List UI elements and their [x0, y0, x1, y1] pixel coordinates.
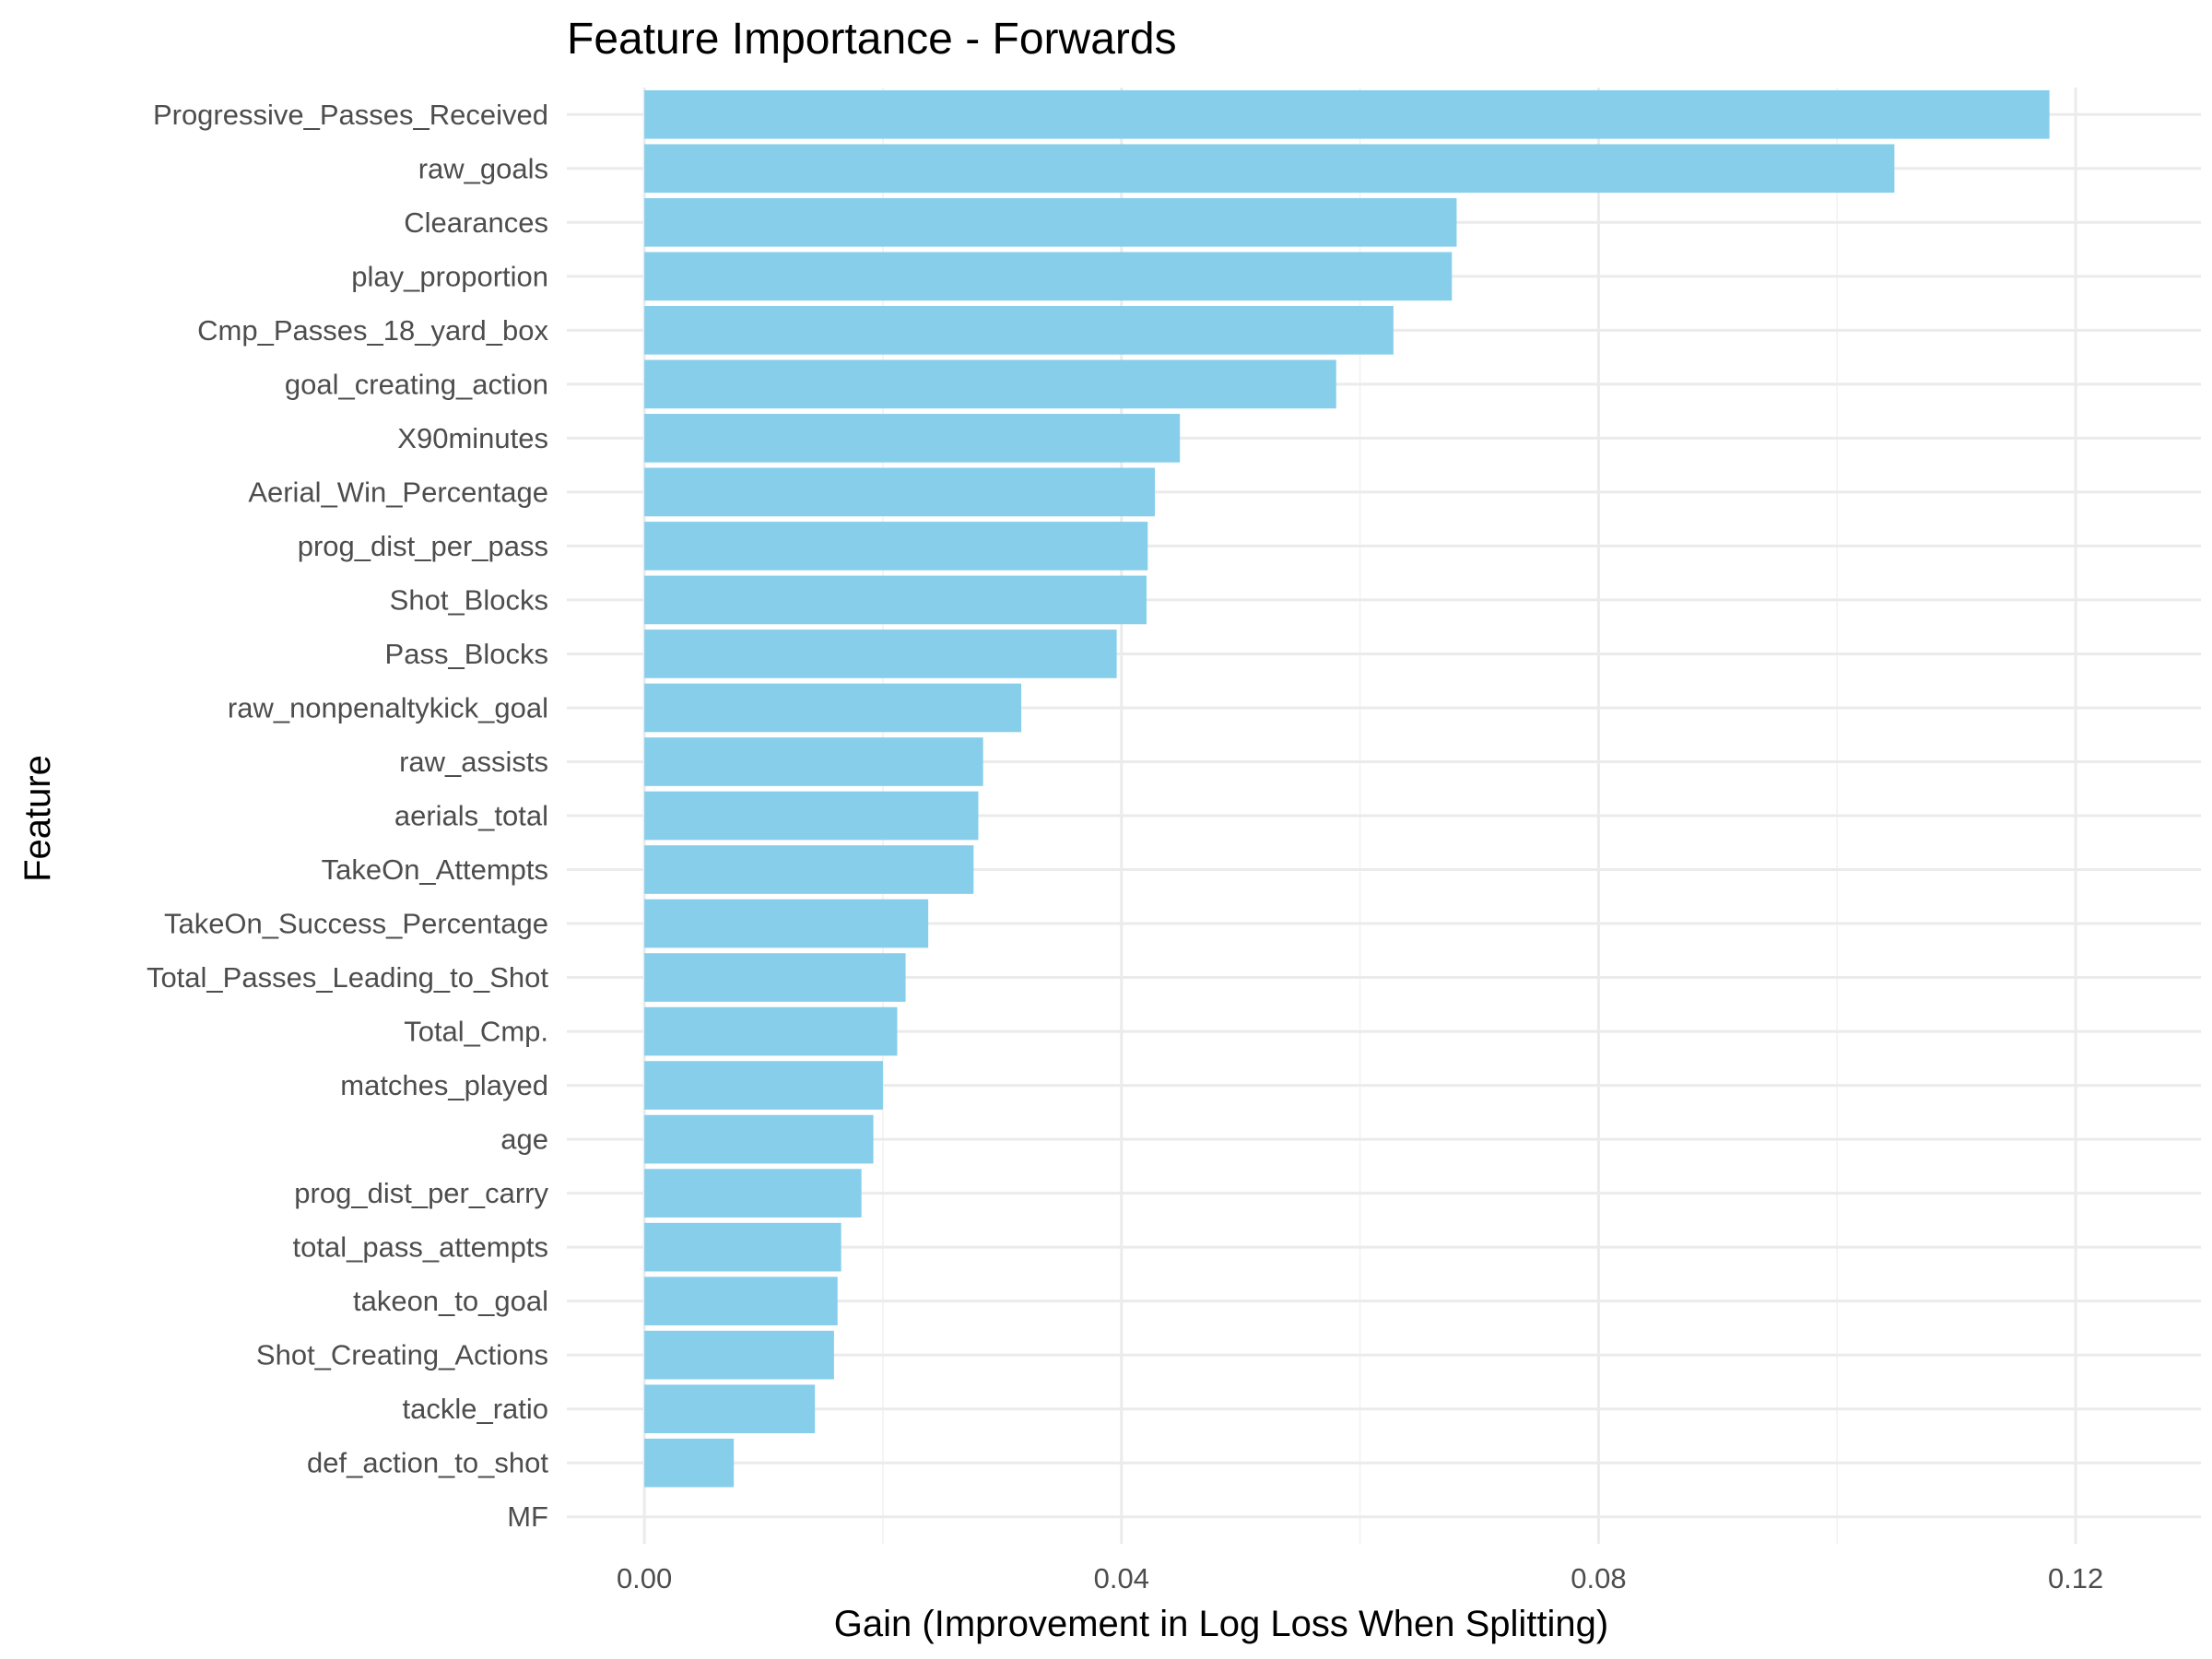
x-tick-label: 0.04 — [1094, 1562, 1149, 1594]
y-tick-label: raw_nonpenaltykick_goal — [228, 691, 548, 724]
bar — [644, 144, 1895, 194]
y-tick-label: matches_played — [340, 1069, 548, 1101]
x-axis-title: Gain (Improvement in Log Loss When Split… — [834, 1604, 1608, 1644]
y-tick-label: MF — [507, 1500, 548, 1533]
bar — [644, 1006, 898, 1056]
y-tick-label: Progressive_Passes_Received — [153, 99, 548, 131]
y-tick-label: Shot_Blocks — [390, 583, 548, 616]
bar — [644, 683, 1022, 733]
bar — [644, 1114, 874, 1164]
y-tick-label: prog_dist_per_carry — [294, 1177, 548, 1209]
y-tick-label: total_pass_attempts — [293, 1231, 548, 1264]
y-axis-title: Feature — [18, 755, 58, 882]
bar — [644, 791, 979, 841]
y-tick-label: play_proportion — [351, 260, 548, 292]
y-tick-label: prog_dist_per_pass — [298, 530, 548, 562]
bar — [644, 359, 1336, 409]
bar — [644, 522, 1148, 571]
bar — [644, 1438, 735, 1488]
y-tick-label: TakeOn_Attempts — [322, 853, 548, 886]
bar — [644, 197, 1457, 247]
bar — [644, 89, 2050, 139]
bar — [644, 1222, 841, 1272]
y-tick-label: goal_creating_action — [285, 368, 548, 400]
bars — [644, 89, 2050, 1488]
x-tick-label: 0.12 — [2048, 1562, 2103, 1594]
y-tick-label: Clearances — [404, 206, 548, 239]
y-tick-label: takeon_to_goal — [353, 1285, 548, 1317]
y-tick-label: Shot_Creating_Actions — [256, 1339, 548, 1371]
y-tick-label: age — [500, 1124, 548, 1156]
bar — [644, 467, 1156, 517]
bar — [644, 899, 929, 948]
bar — [644, 1277, 838, 1325]
y-tick-label: X90minutes — [397, 422, 548, 454]
bar — [644, 845, 974, 894]
y-tick-label: aerials_total — [394, 800, 548, 832]
x-tick-label: 0.00 — [617, 1562, 672, 1594]
bar — [644, 1061, 883, 1110]
x-tick-label: 0.08 — [1571, 1562, 1626, 1594]
x-tick-labels: 0.00 0.04 0.08 0.12 — [617, 1562, 2103, 1594]
bar — [644, 1169, 862, 1218]
y-tick-label: Pass_Blocks — [385, 638, 548, 670]
y-tick-label: tackle_ratio — [402, 1393, 548, 1425]
bar — [644, 252, 1453, 301]
bar — [644, 414, 1181, 463]
y-tick-label: Total_Passes_Leading_to_Shot — [147, 961, 548, 994]
y-tick-label: Aerial_Win_Percentage — [248, 476, 548, 508]
y-tick-label: Cmp_Passes_18_yard_box — [197, 314, 548, 347]
y-tick-label: raw_goals — [418, 152, 548, 184]
y-tick-labels: Progressive_Passes_Received raw_goals Clea… — [147, 99, 549, 1533]
bar — [644, 629, 1117, 678]
y-tick-label: Total_Cmp. — [404, 1016, 548, 1048]
bar — [644, 1384, 816, 1434]
bar — [644, 306, 1394, 355]
chart-title: Feature Importance - Forwards — [567, 15, 1177, 64]
y-tick-label: def_action_to_shot — [307, 1447, 548, 1479]
bar — [644, 1330, 834, 1380]
bar — [644, 737, 983, 786]
y-tick-label: TakeOn_Success_Percentage — [164, 908, 548, 940]
bar — [644, 575, 1147, 625]
bar — [644, 953, 906, 1002]
y-tick-label: raw_assists — [399, 746, 548, 778]
